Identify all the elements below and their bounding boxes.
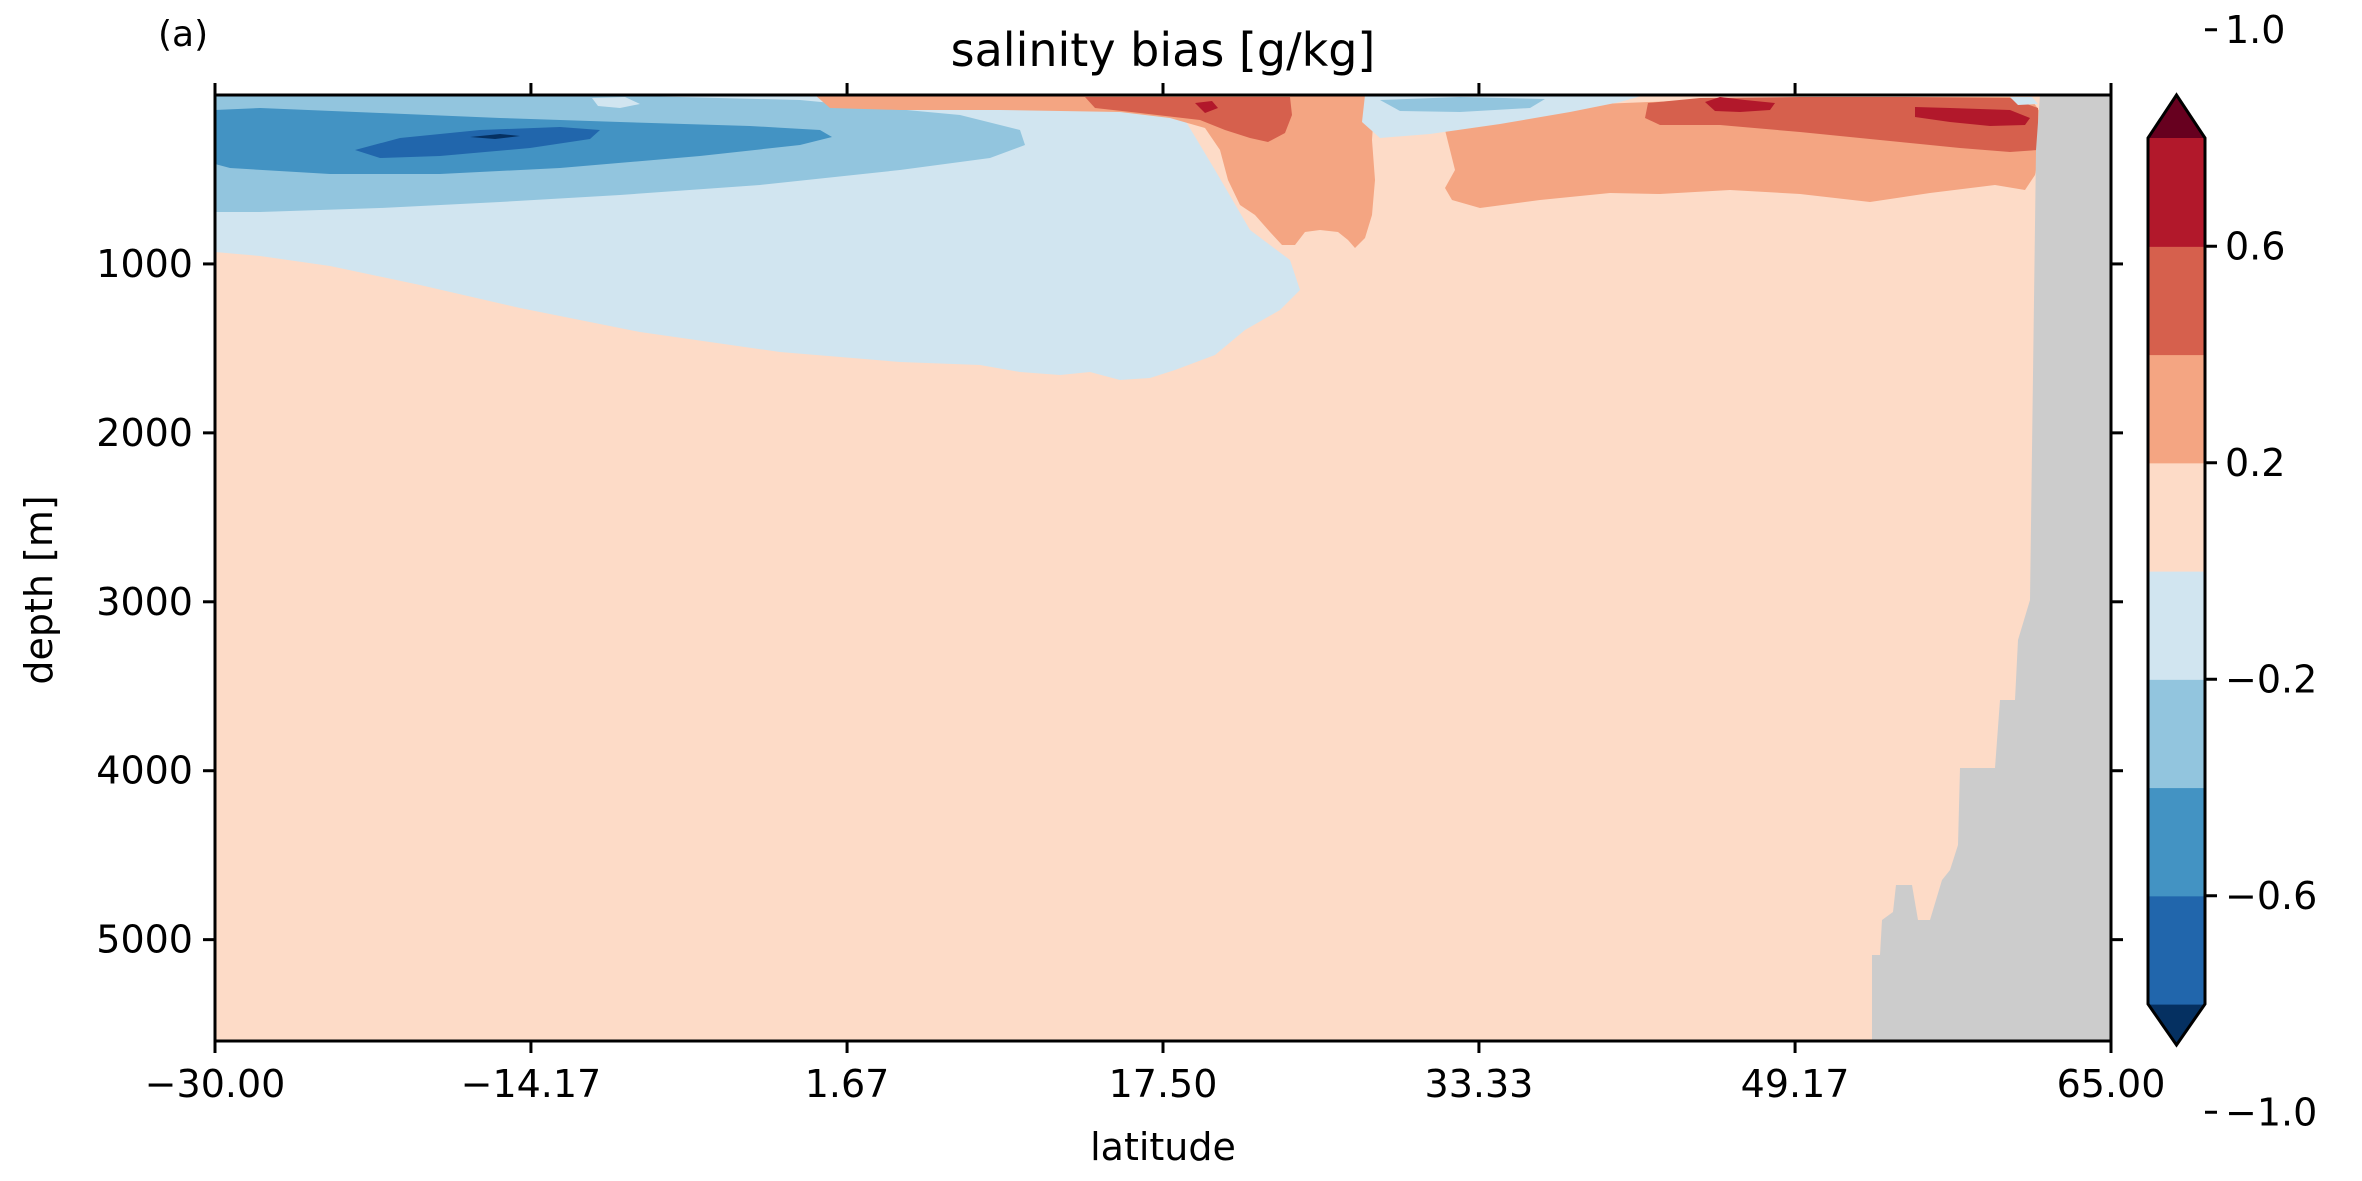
x-tick-label: 17.50 (1109, 1062, 1218, 1106)
x-tick-label: 33.33 (1425, 1062, 1534, 1106)
colorbar-tick-label: 0.6 (2225, 224, 2285, 268)
colorbar-tick-label: −1.0 (2225, 1090, 2317, 1134)
contour-north-mid-surface (815, 95, 1375, 248)
y-tick-label: 4000 (96, 749, 193, 793)
colorbar-tick-label: 1.0 (2225, 8, 2285, 52)
colorbar: −1.0 −0.6 −0.2 0.2 0.6 1.0 (2146, 8, 2317, 1134)
x-tick-label: −14.17 (461, 1062, 602, 1106)
y-axis-label: depth [m] (17, 495, 61, 684)
contour-south-peak (355, 127, 600, 158)
plot-area (213, 93, 2113, 1043)
colorbar-extend-min (2148, 1004, 2205, 1045)
contour-north-subpolar-peak (1705, 97, 1775, 112)
colorbar-band (2148, 571, 2205, 680)
contour-north-mid-peak (1195, 101, 1218, 113)
y-tick-label: 1000 (96, 242, 193, 286)
panel-label: (a) (158, 14, 208, 55)
x-tick-label: 65.00 (2057, 1062, 2166, 1106)
contour-south-extreme (470, 134, 520, 139)
y-tick-label: 2000 (96, 411, 193, 455)
colorbar-band (2148, 462, 2205, 572)
y-axis: 1000 2000 3000 4000 5000 (96, 242, 2123, 962)
colorbar-band (2148, 138, 2205, 247)
y-tick-label: 3000 (96, 580, 193, 624)
contour-surface-fresh-patch (2010, 97, 2038, 105)
colorbar-tick-label: −0.2 (2225, 657, 2317, 701)
colorbar-band (2148, 246, 2205, 356)
colorbar-band (2148, 787, 2205, 897)
colorbar-band (2148, 679, 2205, 789)
colorbar-extend-max (2148, 95, 2205, 138)
x-axis-label: latitude (1090, 1125, 1236, 1169)
x-tick-label: 1.67 (805, 1062, 890, 1106)
colorbar-tick-label: 0.2 (2225, 441, 2285, 485)
land-mask (1872, 95, 2111, 1041)
colorbar-band (2148, 354, 2205, 464)
x-axis: −30.00 −14.17 1.67 17.50 33.33 49.17 65.00 (145, 83, 2166, 1106)
contour-north-subpolar-peak (1915, 107, 2030, 126)
x-tick-label: 49.17 (1741, 1062, 1850, 1106)
x-tick-label: −30.00 (145, 1062, 286, 1106)
contour-north-mid-core (1085, 97, 1292, 142)
chart-title: salinity bias [g/kg] (951, 23, 1376, 77)
colorbar-tick-label: −0.6 (2225, 874, 2317, 918)
contour-surface-cool-patch (1380, 97, 1545, 112)
y-tick-label: 5000 (96, 918, 193, 962)
contour-surface-fresh-patch (592, 97, 640, 108)
colorbar-band (2148, 895, 2205, 1005)
colorbar-outline (2146, 92, 2207, 1048)
